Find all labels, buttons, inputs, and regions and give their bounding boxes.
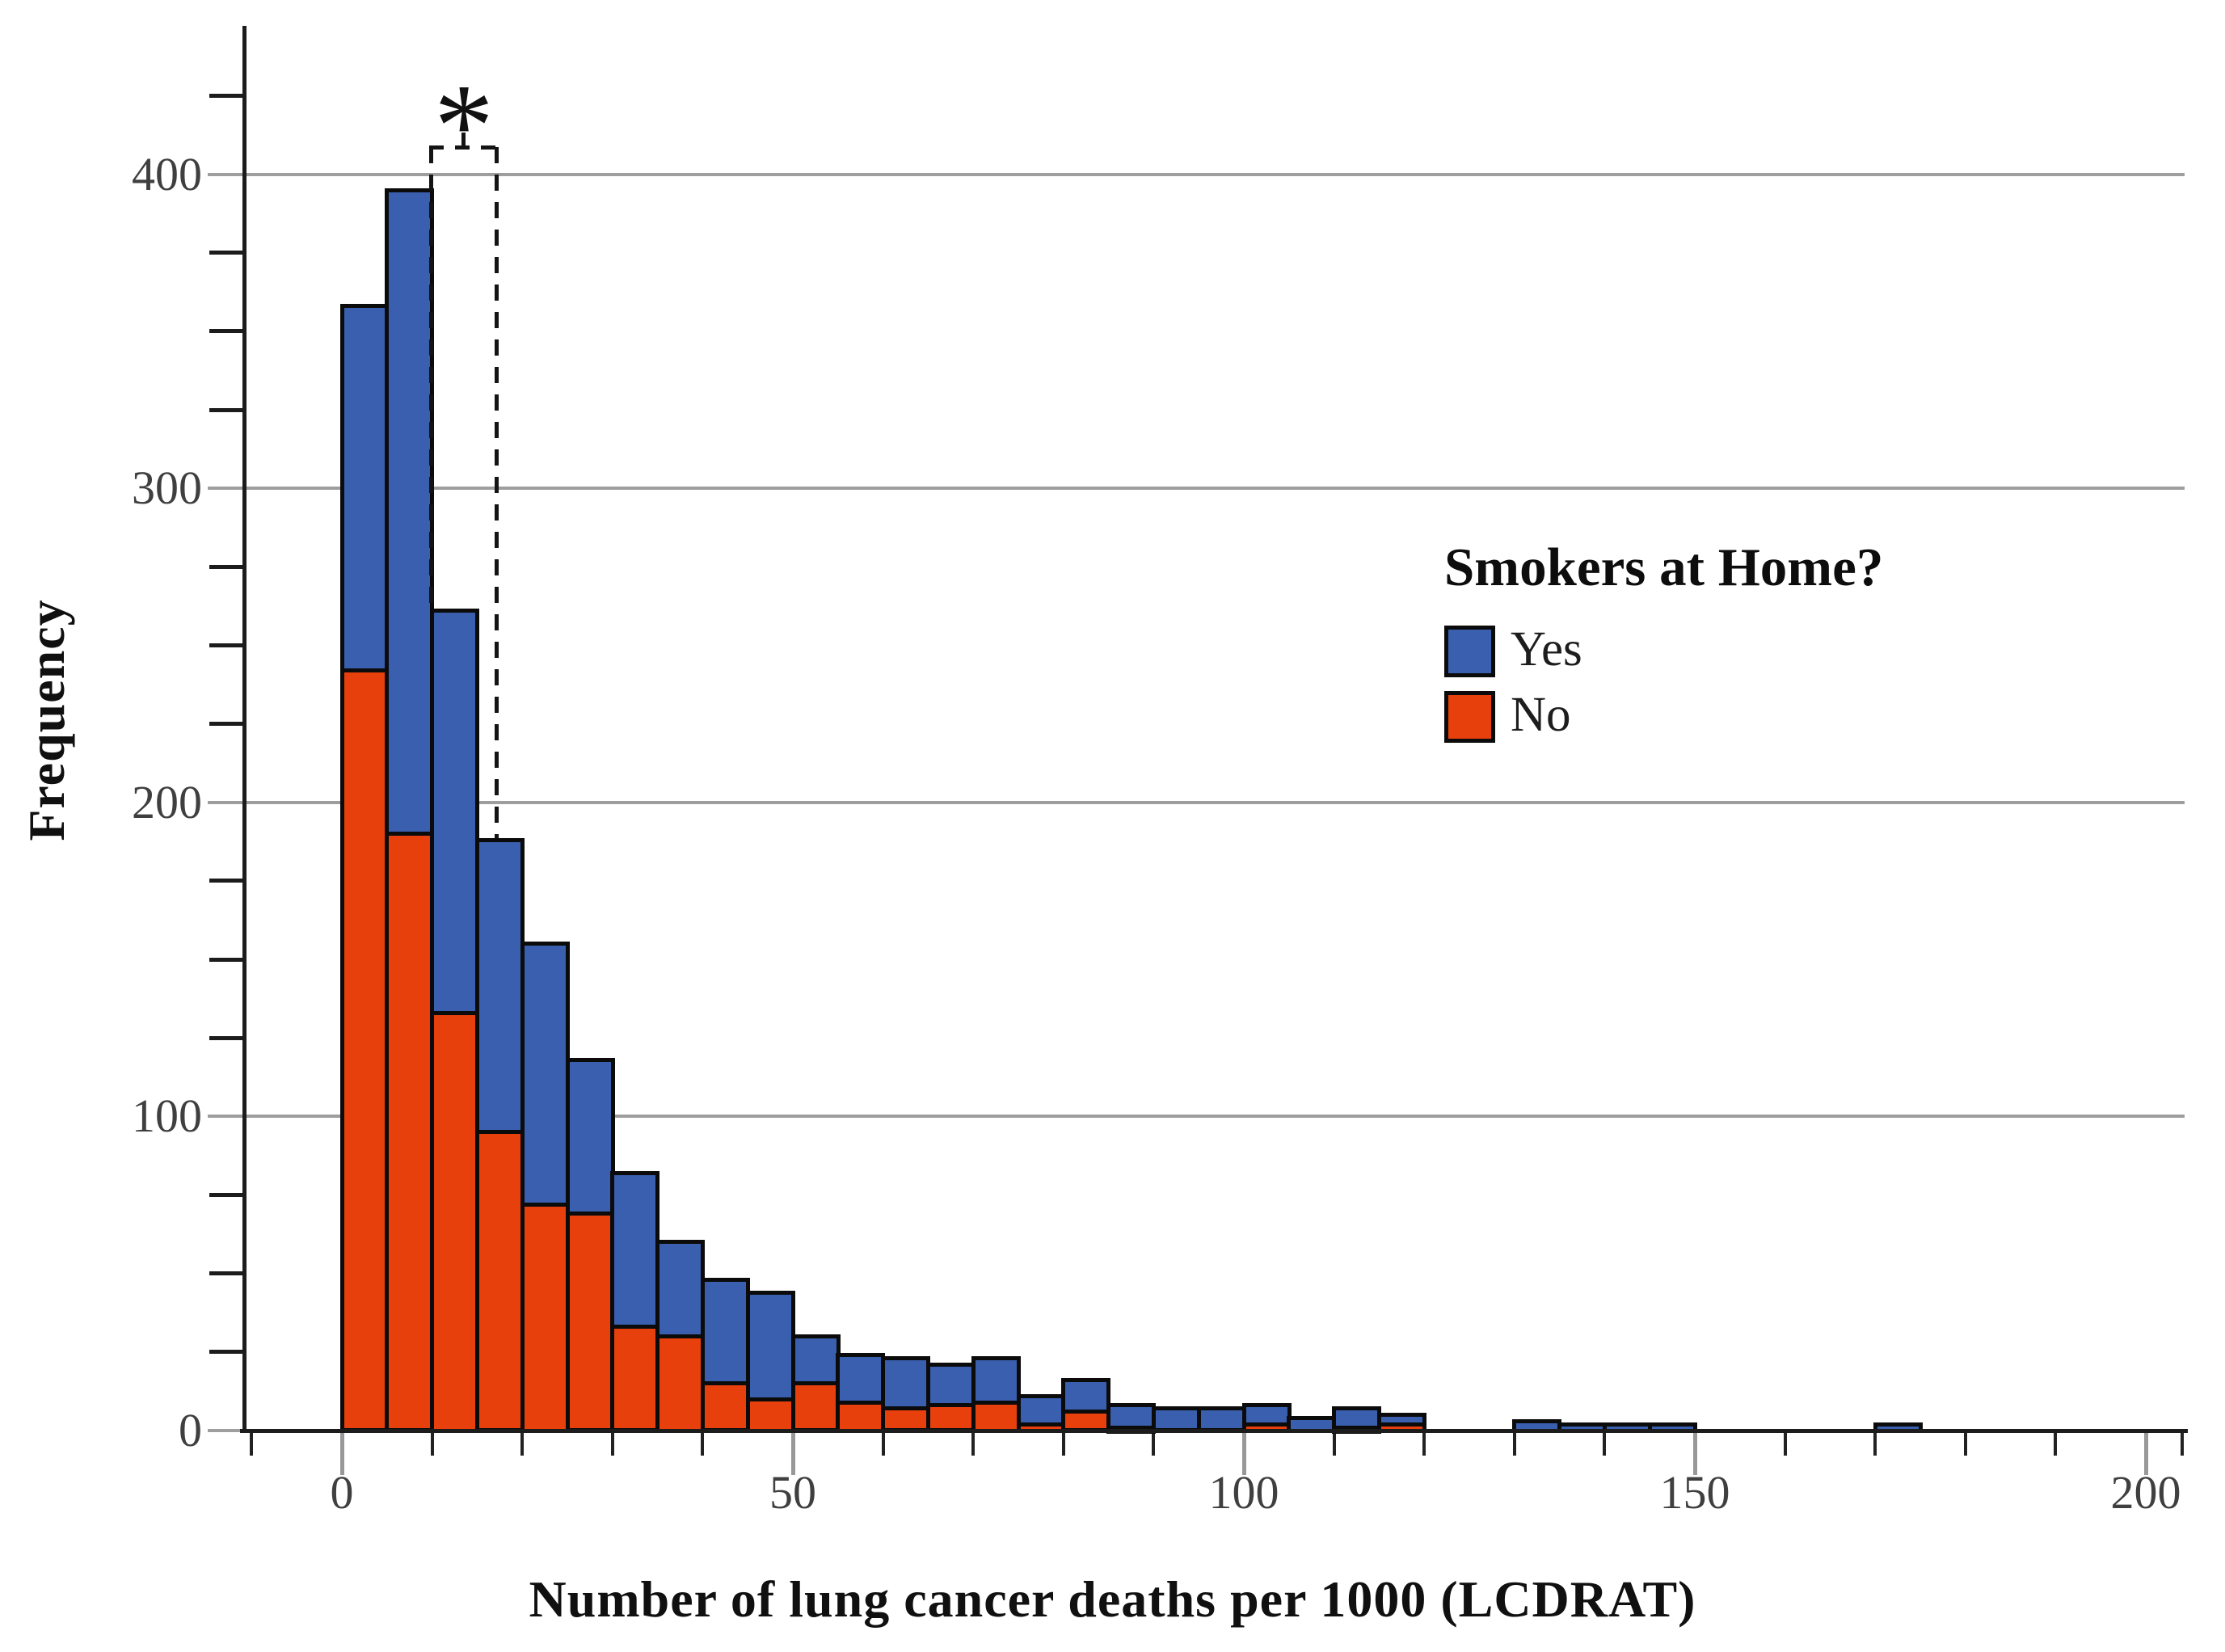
bar-55-no-segment <box>836 1401 885 1433</box>
x-minor-tick-160 <box>1784 1433 1787 1456</box>
y-axis-spine <box>242 26 247 1433</box>
x-minor-tick-60 <box>882 1433 885 1456</box>
x-minor-tick-20 <box>520 1433 524 1456</box>
x-minor-tick--10 <box>250 1433 253 1456</box>
asterisk-annotation: * <box>434 60 494 192</box>
bar-0-no-segment <box>340 668 390 1432</box>
x-tick-label-100: 100 <box>1208 1466 1279 1519</box>
y-tick-label-0: 0 <box>179 1404 202 1456</box>
legend-swatch-yes <box>1444 626 1495 677</box>
x-minor-tick-170 <box>1873 1433 1877 1456</box>
bar-70-no-segment <box>971 1401 1021 1433</box>
bar-20-no-segment <box>520 1203 570 1433</box>
x-minor-tick-110 <box>1333 1433 1336 1456</box>
gridline-300 <box>208 487 2185 490</box>
y-minor-tick-25 <box>209 1350 243 1354</box>
x-minor-tick-204 <box>2181 1433 2184 1456</box>
bar-40-no-segment <box>701 1381 750 1432</box>
y-tick-label-300: 300 <box>132 461 202 514</box>
bar-25-no-segment <box>566 1212 615 1432</box>
x-tick-label-200: 200 <box>2110 1466 2181 1519</box>
x-minor-tick-40 <box>701 1433 704 1456</box>
y-tick-label-400: 400 <box>132 148 202 200</box>
gridline-200 <box>208 801 2185 804</box>
x-tick-label-150: 150 <box>1659 1466 1730 1519</box>
y-minor-tick-250 <box>209 643 243 647</box>
x-minor-tick-90 <box>1152 1433 1155 1456</box>
y-minor-tick-175 <box>209 879 243 883</box>
bar-35-no-segment <box>655 1334 705 1433</box>
gridline-stub-0 <box>208 1429 245 1432</box>
legend-title: Smokers at Home? <box>1444 537 1884 597</box>
x-major-tick-50 <box>791 1433 795 1475</box>
x-tick-label-50: 50 <box>769 1466 816 1519</box>
legend: Smokers at Home? Yes No <box>1443 537 2105 771</box>
x-axis-line <box>240 1429 2188 1433</box>
y-minor-tick-50 <box>209 1271 243 1275</box>
y-minor-tick-350 <box>209 329 243 333</box>
x-minor-tick-180 <box>1964 1433 1967 1456</box>
legend-label-yes: Yes <box>1511 622 1582 676</box>
y-minor-tick-275 <box>209 565 243 569</box>
x-major-tick-200 <box>2144 1433 2148 1475</box>
x-axis-title: Number of lung cancer deaths per 1000 (L… <box>529 1570 1696 1628</box>
y-minor-tick-150 <box>209 958 243 962</box>
bar-5-no-segment <box>385 832 434 1432</box>
y-minor-tick-225 <box>209 722 243 726</box>
y-tick-label-100: 100 <box>132 1089 202 1142</box>
x-minor-tick-30 <box>611 1433 614 1456</box>
legend-label-no: No <box>1511 688 1571 742</box>
y-minor-tick-125 <box>209 1036 243 1040</box>
x-minor-tick-130 <box>1513 1433 1516 1456</box>
gridline-100 <box>208 1115 2185 1118</box>
y-minor-tick-325 <box>209 408 243 412</box>
y-minor-tick-375 <box>209 251 243 255</box>
x-minor-tick-140 <box>1603 1433 1606 1456</box>
x-minor-tick-70 <box>971 1433 975 1456</box>
x-tick-label-0: 0 <box>330 1466 354 1519</box>
x-major-tick-150 <box>1693 1433 1697 1475</box>
x-major-tick-0 <box>340 1433 344 1475</box>
bar-15-no-segment <box>475 1130 525 1432</box>
bar-45-no-segment <box>746 1397 795 1433</box>
y-minor-tick-75 <box>209 1193 243 1197</box>
dashed-box-right-edge <box>495 147 499 838</box>
gridline-400 <box>208 173 2185 176</box>
x-minor-tick-80 <box>1062 1433 1065 1456</box>
y-minor-tick-425 <box>209 94 243 98</box>
x-minor-tick-120 <box>1422 1433 1426 1456</box>
bar-65-no-segment <box>926 1403 976 1432</box>
legend-swatch-no <box>1444 691 1495 743</box>
x-major-tick-100 <box>1242 1433 1246 1475</box>
x-minor-tick-10 <box>431 1433 434 1456</box>
y-tick-label-200: 200 <box>132 776 202 828</box>
bar-10-no-segment <box>430 1011 479 1433</box>
dashed-box-center-notch <box>461 133 466 148</box>
x-minor-tick-190 <box>2054 1433 2057 1456</box>
bar-50-no-segment <box>791 1381 841 1432</box>
dashed-box-left-edge <box>429 147 433 609</box>
bar-30-no-segment <box>610 1325 659 1432</box>
